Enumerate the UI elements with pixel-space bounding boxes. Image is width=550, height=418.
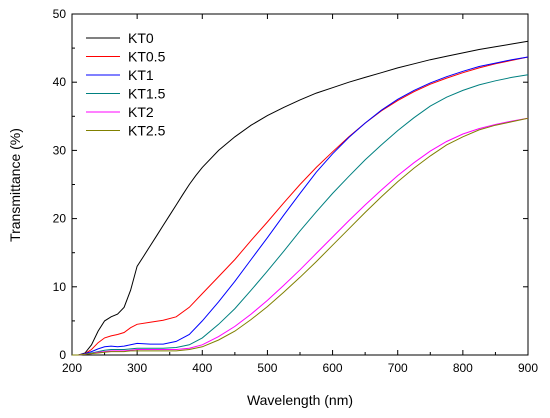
x-tick-label: 300 (127, 361, 147, 375)
x-tick-label: 900 (518, 361, 538, 375)
y-tick-label: 30 (53, 143, 67, 157)
x-tick-label: 700 (388, 361, 408, 375)
x-axis-label: Wavelength (nm) (247, 392, 353, 408)
series-line-kt0 (72, 40, 529, 356)
legend-label: KT2 (128, 104, 154, 120)
legend-label: KT0.5 (128, 49, 166, 65)
x-tick-label: 800 (453, 361, 473, 375)
y-axis-label: Transmittance (%) (7, 128, 23, 242)
x-tick-label: 500 (257, 361, 277, 375)
legend-label: KT1 (128, 67, 154, 83)
y-tick-label: 0 (59, 348, 66, 362)
y-tick-label: 10 (53, 280, 67, 294)
y-tick-label: 20 (53, 212, 67, 226)
legend-label: KT2.5 (128, 123, 166, 139)
series-line-kt2 (72, 117, 529, 356)
series-line-kt2-5 (72, 117, 529, 356)
x-tick-label: 400 (192, 361, 212, 375)
legend-label: KT0 (128, 30, 154, 46)
axis-ticks: 200 300 400 500 600 700 800 900 0 10 20 30 40 50 (53, 7, 539, 375)
x-tick-label: 600 (323, 361, 343, 375)
series-line-kt0-5 (72, 56, 529, 356)
legend-label: KT1.5 (128, 86, 166, 102)
y-tick-label: 50 (53, 7, 67, 21)
x-tick-label: 200 (62, 361, 82, 375)
series-line-kt1-5 (72, 74, 529, 356)
legend: KT0 KT0.5 KT1 KT1.5 KT2 KT2.5 (86, 30, 166, 139)
y-tick-label: 40 (53, 75, 67, 89)
series-line-kt1 (72, 56, 529, 356)
series-lines (72, 40, 529, 356)
